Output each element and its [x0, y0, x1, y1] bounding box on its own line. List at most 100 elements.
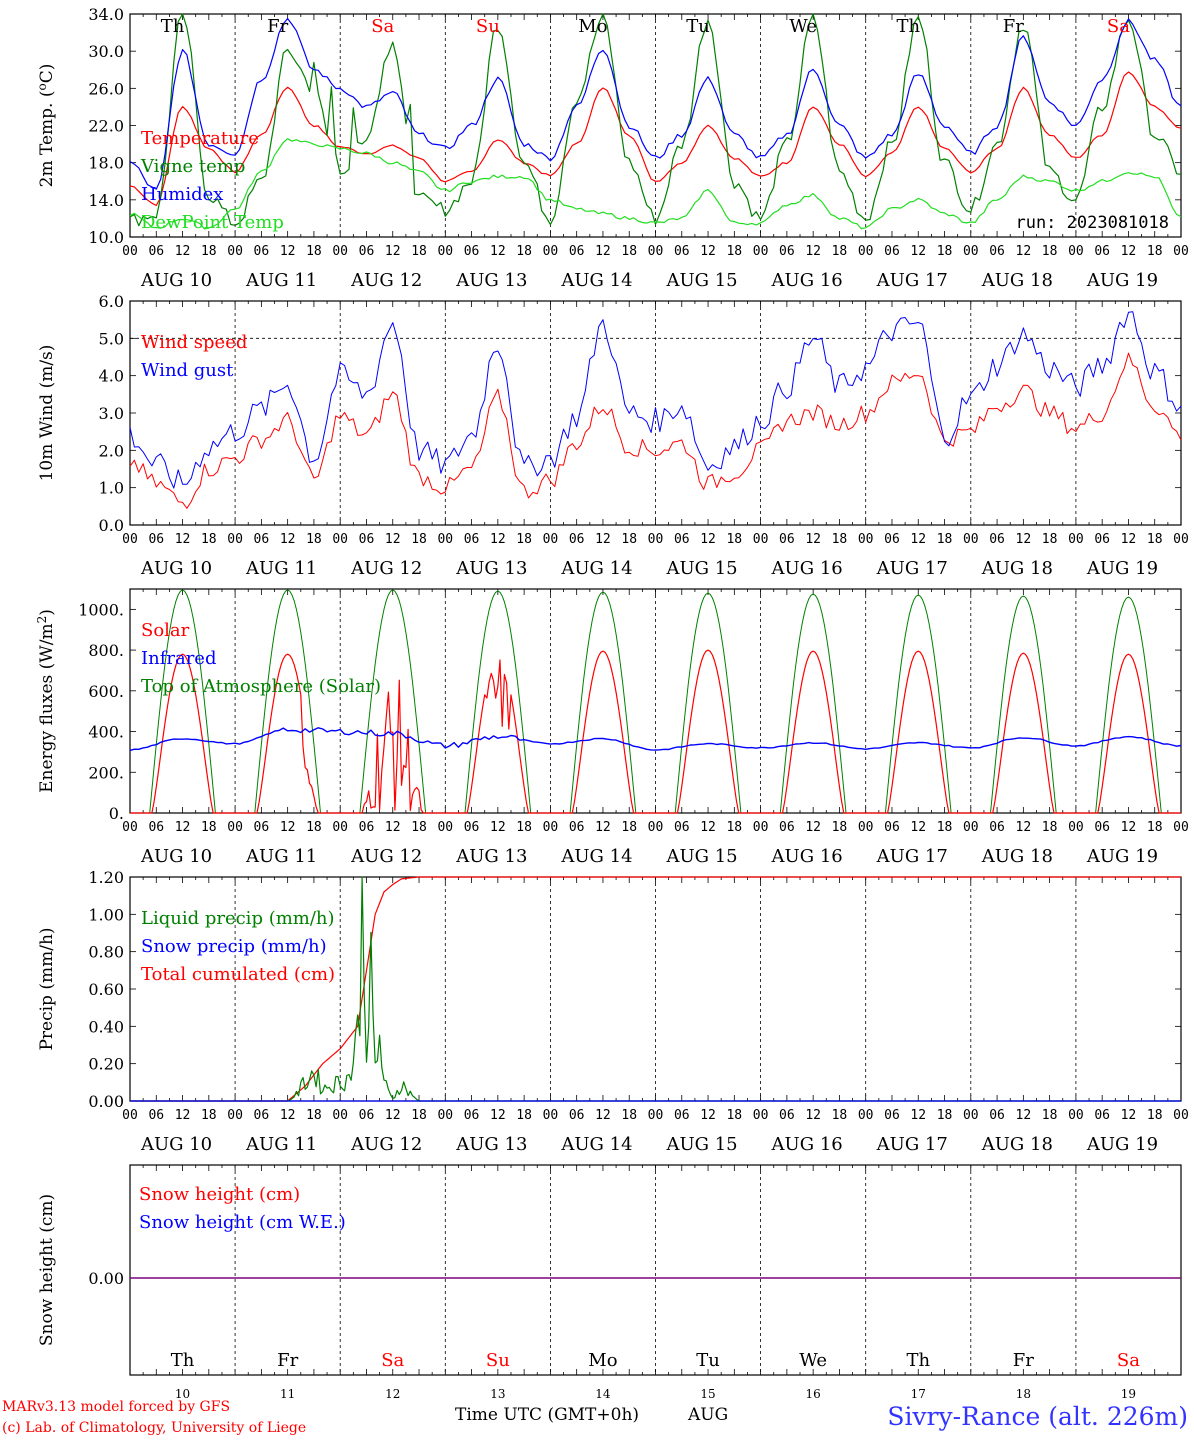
panel-3-ylabel: Precip (mm/h): [37, 927, 57, 1050]
panel-1-date-label: AUG 10: [140, 558, 212, 579]
panel-3-date-label: AUG 19: [1086, 1134, 1158, 1155]
panel-1-hour-label: 00: [437, 532, 453, 547]
panel-3-ytick-label: 0.40: [88, 1017, 124, 1036]
panel-3-hour-label: 06: [884, 1108, 900, 1123]
panel-2-frame: [129, 588, 1182, 814]
panel-3-hour-label: 12: [1121, 1108, 1137, 1123]
bottom-dow-label: Fr: [1013, 1350, 1034, 1371]
panel-3-hour-label: 00: [1173, 1108, 1189, 1123]
panel-0-hour-label: 00: [122, 244, 138, 259]
top-dow-label: Mo: [578, 16, 607, 37]
panel-0-hour-label: 06: [148, 244, 164, 259]
panel-1-hour-label: 00: [227, 532, 243, 547]
panel-2-hour-label: 12: [1121, 820, 1137, 835]
panel-1-hour-label: 00: [963, 532, 979, 547]
panel-2-hour-label: 06: [569, 820, 585, 835]
panel-2-hour-label: 00: [122, 820, 138, 835]
panel-0-hour-label: 12: [910, 244, 926, 259]
panel-0-hour-label: 18: [1147, 244, 1163, 259]
panel-3-hour-label: 12: [490, 1108, 506, 1123]
panel-1-ytick-label: 1.0: [99, 479, 124, 498]
panel-1-ytick-label: 0.0: [99, 516, 124, 535]
bottom-day-number: 16: [806, 1387, 821, 1401]
top-dow-label: Su: [476, 16, 500, 37]
panel-0-hour-label: 00: [648, 244, 664, 259]
panel-4-ylabel: Snow height (cm): [37, 1194, 57, 1346]
panel-2-date-label: AUG 13: [455, 846, 527, 867]
panel-0-hour-label: 06: [779, 244, 795, 259]
panel-1-hour-label: 12: [280, 532, 296, 547]
panel-0-ytick-label: 26.0: [88, 79, 124, 98]
series-humidex: [129, 18, 1182, 190]
panel-1-hour-label: 18: [411, 532, 427, 547]
panel-0-hour-label: 18: [726, 244, 742, 259]
panel-2-hour-label: 18: [937, 820, 953, 835]
panel-3-hour-label: 00: [437, 1108, 453, 1123]
panel-3-hour-label: 18: [937, 1108, 953, 1123]
legend-vigne-temp: Vigne temp: [140, 156, 245, 177]
panel-0-hour-label: 12: [490, 244, 506, 259]
panel-2-hour-label: 18: [411, 820, 427, 835]
panel-0-hour-label: 18: [516, 244, 532, 259]
panel-2-hour-label: 00: [1068, 820, 1084, 835]
panel-0-hour-label: 06: [464, 244, 480, 259]
legend-top-of-atmosphere-solar-: Top of Atmosphere (Solar): [141, 676, 381, 697]
bottom-dow-label: Su: [486, 1350, 510, 1371]
series-vigne-temp: [129, 13, 1182, 227]
panel-1-hour-label: 18: [306, 532, 322, 547]
bottom-dow-label: Sa: [381, 1350, 404, 1371]
panel-2-ylabel: Energy fluxes (W/m2): [35, 609, 57, 793]
panel-0-hour-label: 06: [989, 244, 1005, 259]
legend-snow-precip-mm-h-: Snow precip (mm/h): [141, 936, 327, 957]
panel-2-ytick-label: 1000.: [78, 600, 124, 619]
panel-2-hour-label: 00: [753, 820, 769, 835]
panel-0-hour-label: 00: [753, 244, 769, 259]
series-top-of-atmosphere-solar: [130, 589, 1181, 814]
bottom-day-number: 15: [700, 1387, 715, 1401]
panel-1-hour-label: 00: [1173, 532, 1189, 547]
panel-1-hour-label: 18: [1147, 532, 1163, 547]
panel-0-date-label: AUG 14: [560, 270, 632, 291]
bottom-dow-label: Tu: [696, 1350, 720, 1371]
panel-2-hour-label: 06: [884, 820, 900, 835]
panel-3-date-label: AUG 10: [140, 1134, 212, 1155]
panel-3-hour-label: 00: [858, 1108, 874, 1123]
panel-0-hour-label: 06: [674, 244, 690, 259]
panel-0-date-label: AUG 10: [140, 270, 212, 291]
panel-0-ytick-label: 18.0: [88, 154, 124, 173]
bottom-dow-label: Mo: [588, 1350, 617, 1371]
panel-3-date-label: AUG 11: [245, 1134, 317, 1155]
panel-3-hour-label: 18: [1147, 1108, 1163, 1123]
panel-1-hour-label: 12: [910, 532, 926, 547]
panel-3-hour-label: 12: [805, 1108, 821, 1123]
panel-0-date-label: AUG 15: [665, 270, 737, 291]
panel-1-hour-label: 00: [858, 532, 874, 547]
panel-0-hour-label: 12: [1121, 244, 1137, 259]
top-dow-label: Th: [896, 16, 920, 37]
panel-3-hour-label: 18: [621, 1108, 637, 1123]
panel-2-hour-label: 12: [700, 820, 716, 835]
panel-3-hour-label: 06: [674, 1108, 690, 1123]
series-dewpoint-temp: [129, 138, 1182, 230]
panel-2-date-label: AUG 11: [245, 846, 317, 867]
panel-2-ytick-label: 400.: [88, 723, 124, 742]
panel-1-hour-label: 12: [175, 532, 191, 547]
panel-2-ytick-label: 0.: [109, 804, 124, 823]
degree-sup: o: [35, 83, 49, 90]
panel-3-hour-label: 00: [1068, 1108, 1084, 1123]
bottom-day-number: 11: [280, 1387, 295, 1401]
panel-0-hour-label: 12: [175, 244, 191, 259]
panel-1-ytick-label: 6.0: [99, 292, 124, 311]
panel-0-hour-label: 06: [569, 244, 585, 259]
panel-1-hour-label: 06: [359, 532, 375, 547]
panel-1-hour-label: 00: [1068, 532, 1084, 547]
bottom-dow-label: We: [799, 1350, 827, 1371]
panel-1-hour-label: 06: [148, 532, 164, 547]
panel-0-ytick-label: 22.0: [88, 117, 124, 136]
panel-1-hour-label: 18: [937, 532, 953, 547]
panel-0-hour-label: 00: [543, 244, 559, 259]
panel-3-hour-label: 00: [543, 1108, 559, 1123]
panel-3-hour-label: 12: [385, 1108, 401, 1123]
panel-2-hour-label: 06: [779, 820, 795, 835]
panel-2-ytick-label: 200.: [88, 763, 124, 782]
